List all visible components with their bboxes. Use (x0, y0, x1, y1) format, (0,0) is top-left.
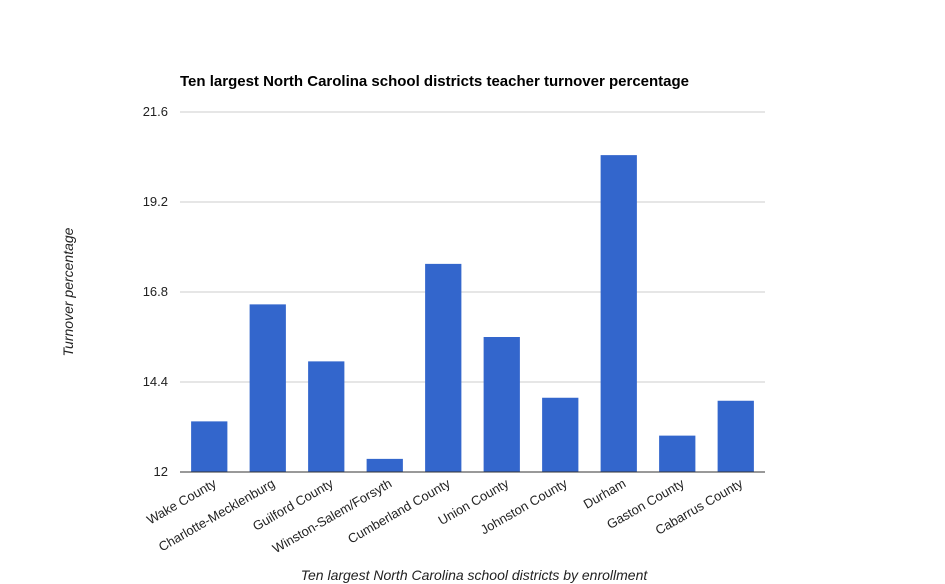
x-category-label: Cumberland County (345, 475, 453, 546)
x-axis-category-labels: Wake CountyCharlotte-MecklenburgGuilford… (144, 475, 746, 556)
bar (600, 155, 637, 472)
bar (191, 421, 228, 472)
bar (249, 304, 286, 472)
bar (659, 435, 696, 472)
x-category-label: Durham (581, 476, 629, 512)
y-tick-label: 19.2 (143, 194, 168, 209)
y-axis-ticks: 12 14.4 16.8 19.2 21.6 (143, 104, 168, 479)
bar (308, 361, 345, 472)
bar (717, 400, 754, 472)
y-tick-label: 16.8 (143, 284, 168, 299)
y-tick-label: 14.4 (143, 374, 168, 389)
bars (191, 155, 754, 472)
bar (483, 337, 520, 472)
bar (425, 263, 462, 472)
bar (542, 397, 579, 472)
y-axis-title: Turnover percentage (60, 227, 76, 356)
gridlines (180, 111, 765, 383)
bar (366, 458, 403, 472)
x-axis-title: Ten largest North Carolina school distri… (301, 567, 649, 583)
y-tick-label: 12 (154, 464, 168, 479)
y-tick-label: 21.6 (143, 104, 168, 119)
chart-title: Ten largest North Carolina school distri… (180, 73, 689, 90)
